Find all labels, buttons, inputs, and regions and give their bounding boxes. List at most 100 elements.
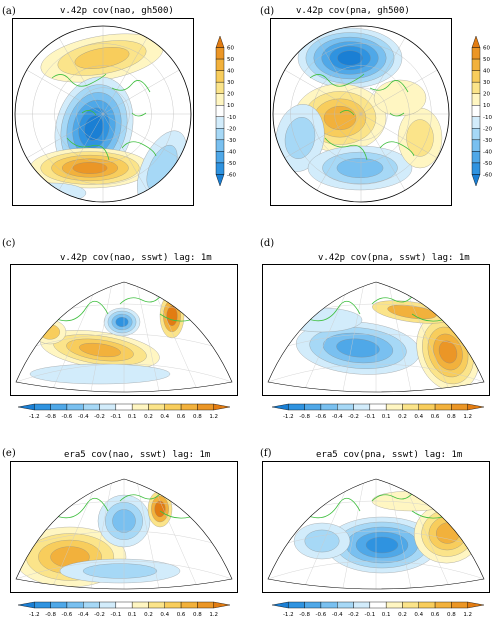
- colorbar-tick-label: 0.6: [177, 612, 186, 618]
- colorbar-tick-label: -0.2: [94, 612, 105, 618]
- panel-d1-colorbar: 60 50 40 30 20 10 -10 -20 -30 -40 -50 -60: [470, 32, 500, 196]
- contour-fill: [336, 158, 384, 178]
- colorbar-tick-label: -20: [227, 126, 236, 132]
- colorbar-segment: [215, 151, 225, 164]
- meridian-line: [58, 37, 104, 115]
- map-boundary: [15, 478, 233, 590]
- colorbar-tick-label: -60: [483, 172, 492, 178]
- contour-fill: [82, 563, 158, 579]
- colorbar-segment: [369, 403, 387, 411]
- colorbar-segment: [385, 403, 403, 411]
- colorbar-segment: [402, 403, 419, 411]
- colorbar-tick-label: 0.6: [431, 612, 440, 618]
- colorbar-tick-label: 20: [483, 92, 490, 98]
- contour-fill: [74, 47, 130, 69]
- meridian-line: [58, 113, 104, 191]
- colorbar-segment: [434, 403, 452, 411]
- colorbar-segment: [471, 105, 481, 117]
- colorbar-segment: [180, 601, 198, 609]
- colorbar-tick-label: 20: [227, 92, 234, 98]
- colorbar-tick-label: -0.6: [316, 414, 327, 420]
- colorbar-segment: [467, 403, 485, 411]
- colorbar-segment: [471, 162, 481, 175]
- colorbar-segment: [180, 403, 198, 411]
- colorbar-tick-label: -0.8: [299, 414, 310, 420]
- colorbar-segment: [164, 403, 182, 411]
- colorbar-segment: [467, 601, 485, 609]
- panel-c-map: [10, 264, 238, 396]
- colorbar-segment: [215, 35, 225, 48]
- colorbar-tick-label: -0.6: [62, 612, 73, 618]
- colorbar-segment: [418, 601, 436, 609]
- colorbar-segment: [451, 601, 468, 609]
- colorbar-segment: [304, 403, 322, 411]
- colorbar-segment: [215, 162, 225, 175]
- colorbar-tick-label: -0.4: [78, 612, 89, 618]
- colorbar-tick-label: -10: [227, 115, 236, 121]
- colorbar-tick-label: -0.4: [78, 414, 89, 420]
- colorbar-tick-label: 10: [227, 103, 234, 109]
- colorbar-segment: [471, 35, 481, 48]
- meridian-line: [341, 479, 366, 589]
- colorbar-tick-label: 0.8: [447, 414, 456, 420]
- meridian-line: [360, 113, 438, 159]
- meridian-line: [134, 282, 161, 392]
- meridian-line: [341, 282, 366, 392]
- panel-c-colorbar-svg: -1.2 -0.8 -0.6 -0.4 -0.2 -0.1 0.1 0.2 0.4 0.6 0.8 1…: [17, 403, 231, 420]
- colorbar-tick-label: -40: [227, 149, 236, 155]
- contour-fill: [304, 529, 340, 553]
- map-boundary: [267, 281, 485, 393]
- panel-f-colorbar-svg: -1.2 -0.8 -0.6 -0.4 -0.2 -0.1 0.1 0.2 0.4 0.6 0.8 1…: [271, 601, 485, 618]
- colorbar-segment: [471, 116, 481, 129]
- contour-fill: [337, 50, 363, 66]
- meridian-line: [89, 282, 114, 392]
- colorbar-tick-label: 0.1: [382, 414, 391, 420]
- panel-f-map: [262, 461, 490, 593]
- panel-e-svg: [10, 461, 238, 593]
- colorbar-segment: [320, 601, 338, 609]
- colorbar-segment: [471, 70, 481, 83]
- colorbar-tick-label: -0.4: [332, 612, 343, 618]
- colorbar-segment: [197, 403, 214, 411]
- colorbar-tick-label: 30: [483, 80, 490, 86]
- colorbar-segment: [164, 601, 182, 609]
- colorbar-tick-label: 60: [227, 46, 234, 52]
- colorbar-segment: [418, 403, 436, 411]
- contour-fill: [79, 343, 121, 357]
- meridian-line: [316, 113, 362, 191]
- map-field: [273, 26, 449, 202]
- contour-fill: [115, 316, 129, 328]
- colorbar-segment: [66, 601, 84, 609]
- colorbar-tick-label: 0.6: [177, 414, 186, 420]
- contour-fill: [365, 536, 399, 554]
- colorbar-tick-label: -0.4: [332, 414, 343, 420]
- meridian-line: [284, 69, 362, 115]
- map-boundary: [267, 478, 485, 590]
- colorbar-tick-label: 40: [227, 69, 234, 75]
- colorbar-segment: [17, 601, 35, 609]
- panel-d2-colorbar: -1.2 -0.8 -0.6 -0.4 -0.2 -0.1 0.1 0.2 0.4 0.6 0.8 1…: [268, 402, 490, 426]
- colorbar-segment: [215, 70, 225, 83]
- colorbar-segment: [197, 601, 214, 609]
- colorbar-segment: [337, 403, 354, 411]
- meridian-line: [102, 37, 148, 115]
- colorbar-segment: [50, 601, 68, 609]
- panel-d1-letter: (d): [260, 6, 275, 17]
- colorbar-segment: [471, 139, 481, 152]
- contour-fill: [406, 119, 434, 157]
- colorbar-segment: [353, 601, 371, 609]
- colorbar-tick-label: -1.2: [283, 414, 294, 420]
- colorbar-segment: [34, 601, 51, 609]
- panel-a-colorbar-svg: 60 50 40 30 20 10 -10 -20 -30 -40 -50 -60: [215, 35, 236, 187]
- colorbar-tick-label: 0.1: [382, 612, 391, 618]
- colorbar-segment: [402, 601, 419, 609]
- colorbar-segment: [148, 601, 165, 609]
- panel-d1-colorbar-svg: 60 50 40 30 20 10 -10 -20 -30 -40 -50 -60: [471, 35, 492, 187]
- meridian-line: [316, 37, 362, 115]
- colorbar-segment: [215, 116, 225, 129]
- colorbar-tick-label: -60: [227, 172, 236, 178]
- panel-c-title: v.42p cov(nao, sswt) lag: 1m: [60, 253, 212, 263]
- colorbar-segment: [471, 81, 481, 94]
- contour-fill: [72, 162, 108, 174]
- colorbar-segment: [451, 403, 468, 411]
